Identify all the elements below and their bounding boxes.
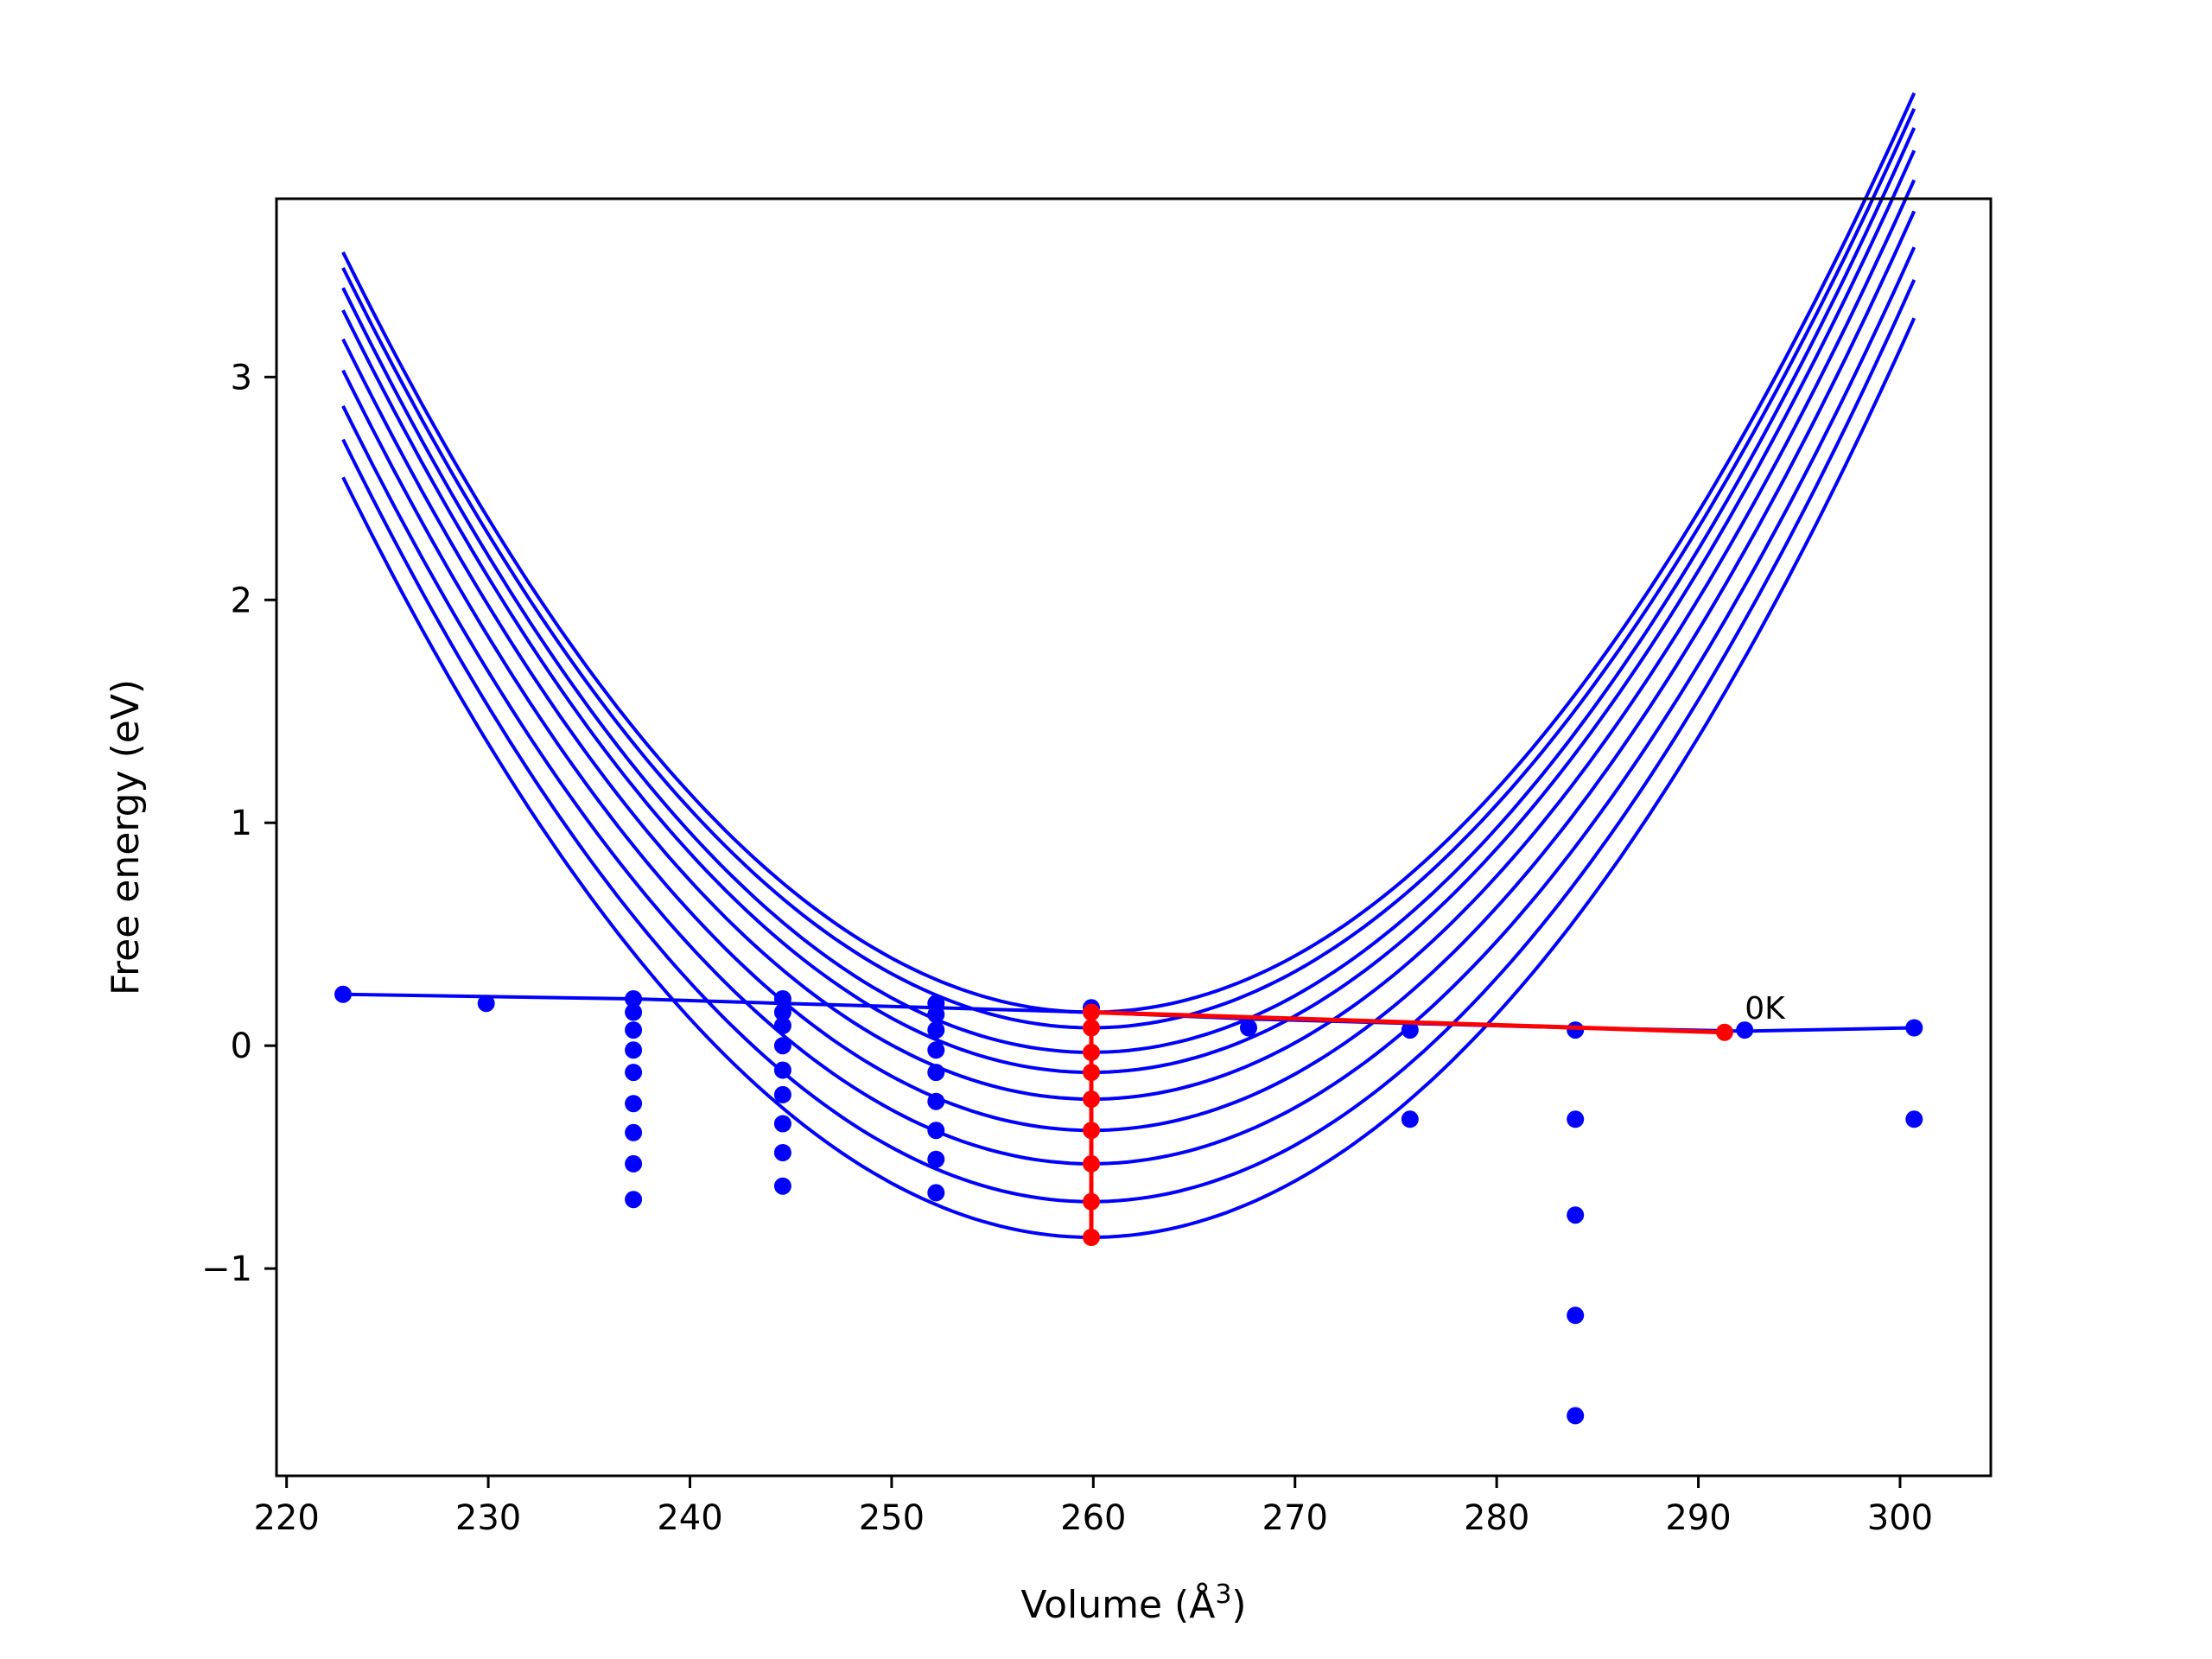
y-tick-label-2: 2: [231, 581, 252, 620]
plot-area: [276, 199, 1991, 1476]
minima-path-group: [1083, 1003, 1733, 1246]
y-tick-label-0: 0: [231, 1027, 252, 1066]
y-axis-title: Free energy (eV): [104, 679, 148, 995]
data-point-31: [1240, 1019, 1257, 1037]
x-axis-ticks: 220 230 240 250 260 270 280 290 300: [253, 1476, 1933, 1538]
data-point-7: [625, 1064, 643, 1082]
minima-point-5: [1083, 1064, 1100, 1082]
data-point-14: [773, 1017, 791, 1034]
x-tick-label-290: 290: [1665, 1498, 1731, 1538]
minima-point-8: [1083, 1154, 1100, 1173]
data-point-39: [1736, 1021, 1754, 1039]
data-point-27: [927, 1122, 945, 1140]
parabola-fit-4: [341, 149, 1916, 1075]
data-point-11: [625, 1191, 643, 1209]
data-point-18: [773, 1115, 791, 1133]
parabola-fit-1: [341, 92, 1916, 1014]
x-tick-label-230: 230: [455, 1498, 521, 1538]
data-point-15: [773, 1037, 791, 1055]
minima-point-3: [1083, 1019, 1100, 1037]
parabola-fit-7: [341, 246, 1916, 1166]
annotation-1: 0K: [1745, 991, 1786, 1027]
x-axis-title-superscript: 3: [1215, 1580, 1231, 1610]
minima-point-1: [1715, 1023, 1733, 1041]
parabola-fit-2: [341, 107, 1916, 1030]
minima-point-10: [1083, 1229, 1100, 1246]
x-axis-title-main: Volume (Å: [1020, 1581, 1215, 1627]
x-tick-label-220: 220: [253, 1498, 319, 1538]
data-point-5: [625, 1021, 643, 1039]
data-point-12: [773, 990, 791, 1007]
data-point-6: [625, 1041, 643, 1059]
data-points: [334, 985, 1923, 1425]
data-point-29: [927, 1184, 945, 1202]
data-point-19: [773, 1144, 791, 1161]
parabola-fit-5: [341, 179, 1916, 1102]
minima-point-9: [1083, 1192, 1100, 1211]
data-point-26: [927, 1092, 945, 1110]
data-point-22: [927, 1006, 945, 1024]
x-tick-label-250: 250: [859, 1498, 925, 1538]
data-point-23: [927, 1021, 945, 1039]
data-point-25: [927, 1064, 945, 1082]
data-point-40: [1905, 1019, 1923, 1037]
data-point-24: [927, 1041, 945, 1059]
minima-point-7: [1083, 1122, 1100, 1140]
data-point-4: [625, 1003, 643, 1021]
minima-point-6: [1083, 1090, 1100, 1109]
minima-point-4: [1083, 1043, 1100, 1061]
parabola-fits: [341, 92, 1916, 1240]
data-point-37: [1567, 1306, 1585, 1325]
y-tick-label--1: −1: [201, 1249, 252, 1289]
data-point-33: [1401, 1110, 1419, 1128]
x-tick-label-270: 270: [1262, 1498, 1328, 1538]
x-tick-label-240: 240: [657, 1498, 722, 1538]
data-point-13: [773, 1003, 791, 1021]
data-point-9: [625, 1123, 643, 1141]
y-tick-label-1: 1: [231, 804, 252, 843]
x-tick-label-260: 260: [1060, 1498, 1126, 1538]
x-tick-label-300: 300: [1867, 1498, 1933, 1538]
parabola-fit-8: [341, 278, 1916, 1204]
data-point-2: [477, 995, 495, 1013]
data-point-35: [1567, 1110, 1585, 1128]
parabola-fit-9: [341, 317, 1916, 1240]
x-axis-title: Volume (Å3): [1020, 1580, 1246, 1628]
parabola-fit-3: [341, 127, 1916, 1054]
data-point-36: [1567, 1206, 1585, 1224]
data-point-41: [1905, 1110, 1923, 1128]
data-point-3: [625, 990, 643, 1007]
data-point-34: [1567, 1021, 1585, 1039]
data-point-28: [927, 1150, 945, 1168]
data-point-17: [773, 1085, 791, 1103]
data-point-16: [773, 1061, 791, 1079]
parabola-fit-6: [341, 210, 1916, 1133]
data-point-8: [625, 1095, 643, 1113]
data-point-38: [1567, 1407, 1585, 1425]
data-point-10: [625, 1154, 643, 1173]
annotations: 0K: [1745, 991, 1786, 1027]
data-point-20: [773, 1177, 791, 1195]
data-point-32: [1401, 1021, 1419, 1039]
x-axis-title-close: ): [1231, 1583, 1246, 1627]
minima-point-2: [1083, 1003, 1100, 1021]
y-tick-label-3: 3: [231, 358, 252, 397]
x-tick-label-280: 280: [1464, 1498, 1529, 1538]
y-axis-ticks: −1 0 1 2 3: [201, 358, 276, 1289]
data-point-1: [334, 985, 352, 1003]
plot-frame: [275, 197, 1993, 1478]
